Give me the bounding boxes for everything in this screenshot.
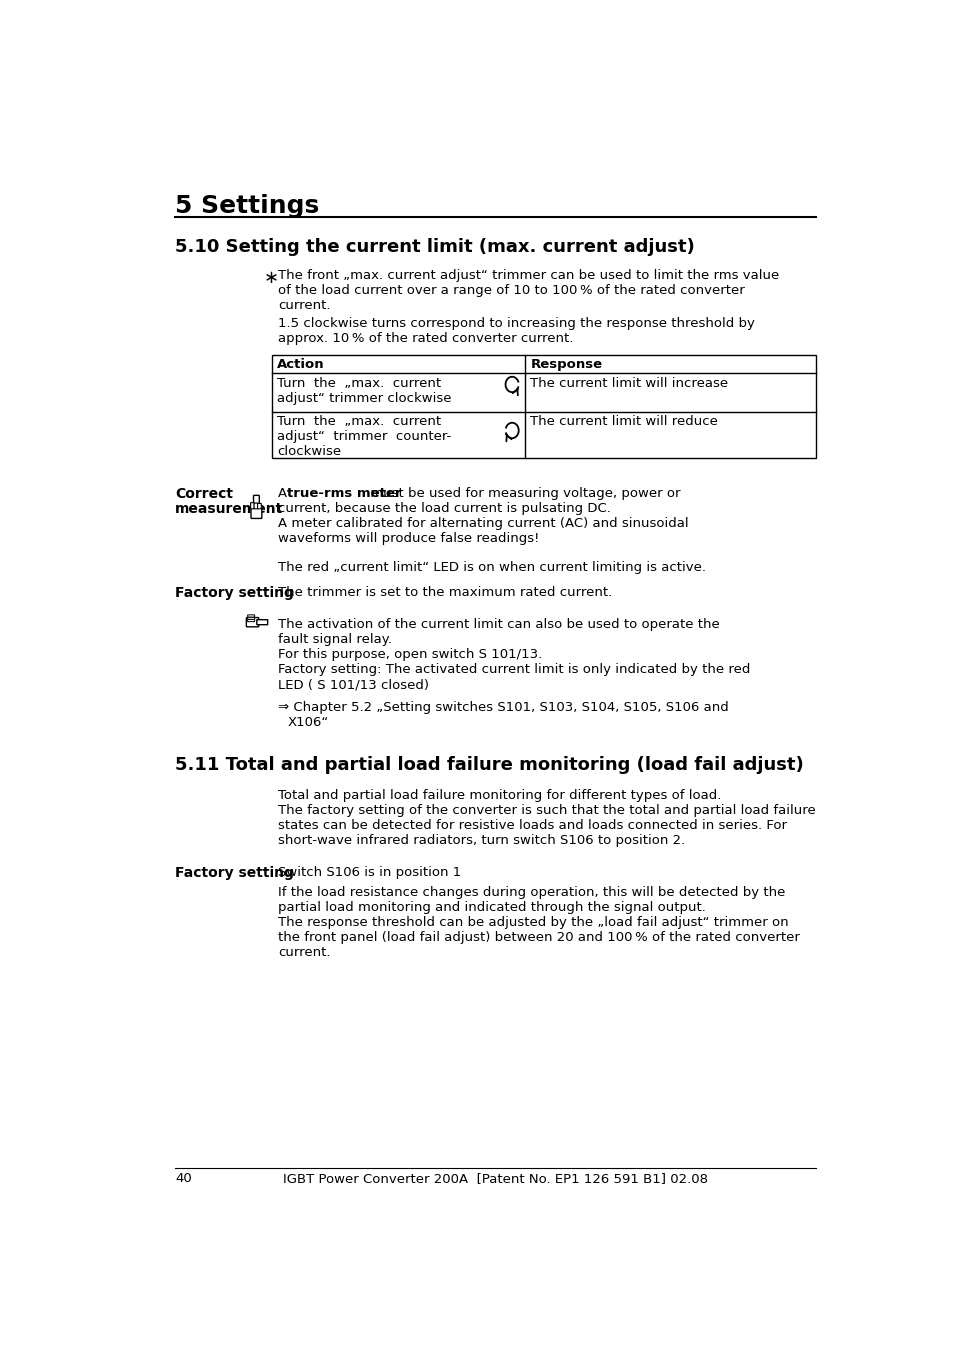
Text: IGBT Power Converter 200A  [Patent No. EP1 126 591 B1] 02.08: IGBT Power Converter 200A [Patent No. EP… bbox=[283, 1173, 707, 1185]
Text: of the load current over a range of 10 to 100 % of the rated converter: of the load current over a range of 10 t… bbox=[278, 284, 744, 297]
Text: ∗: ∗ bbox=[264, 269, 279, 288]
Text: short-wave infrared radiators, turn switch S106 to position 2.: short-wave infrared radiators, turn swit… bbox=[278, 834, 684, 847]
Text: 5.11 Total and partial load failure monitoring (load fail adjust): 5.11 Total and partial load failure moni… bbox=[174, 757, 803, 774]
Text: must be used for measuring voltage, power or: must be used for measuring voltage, powe… bbox=[366, 488, 679, 500]
Text: current.: current. bbox=[278, 299, 331, 312]
Text: The red „current limit“ LED is on when current limiting is active.: The red „current limit“ LED is on when c… bbox=[278, 562, 705, 574]
Text: waveforms will produce false readings!: waveforms will produce false readings! bbox=[278, 532, 539, 544]
Text: fault signal relay.: fault signal relay. bbox=[278, 634, 392, 646]
Text: Switch S106 is in position 1: Switch S106 is in position 1 bbox=[278, 866, 461, 878]
Text: A: A bbox=[278, 488, 292, 500]
Text: The factory setting of the converter is such that the total and partial load fai: The factory setting of the converter is … bbox=[278, 804, 815, 816]
FancyBboxPatch shape bbox=[257, 504, 261, 509]
Text: Turn  the  „max.  current: Turn the „max. current bbox=[277, 416, 441, 428]
Text: The front „max. current adjust“ trimmer can be used to limit the rms value: The front „max. current adjust“ trimmer … bbox=[278, 269, 779, 282]
FancyBboxPatch shape bbox=[248, 620, 254, 621]
FancyBboxPatch shape bbox=[251, 503, 254, 509]
Text: 5 Settings: 5 Settings bbox=[174, 193, 319, 218]
Text: X106“: X106“ bbox=[287, 716, 329, 730]
FancyBboxPatch shape bbox=[246, 617, 258, 627]
Text: partial load monitoring and indicated through the signal output.: partial load monitoring and indicated th… bbox=[278, 901, 705, 915]
Text: approx. 10 % of the rated converter current.: approx. 10 % of the rated converter curr… bbox=[278, 332, 573, 346]
Text: true-rms meter: true-rms meter bbox=[287, 488, 401, 500]
Text: 5.10 Setting the current limit (max. current adjust): 5.10 Setting the current limit (max. cur… bbox=[174, 238, 694, 257]
FancyBboxPatch shape bbox=[256, 620, 268, 624]
Text: A meter calibrated for alternating current (AC) and sinusoidal: A meter calibrated for alternating curre… bbox=[278, 517, 688, 530]
Text: Correct: Correct bbox=[174, 488, 233, 501]
FancyBboxPatch shape bbox=[253, 503, 257, 509]
FancyBboxPatch shape bbox=[253, 496, 259, 508]
Text: Response: Response bbox=[530, 358, 602, 372]
Text: The current limit will increase: The current limit will increase bbox=[530, 377, 728, 390]
Text: ⇒ Chapter 5.2 „Setting switches S101, S103, S104, S105, S106 and: ⇒ Chapter 5.2 „Setting switches S101, S1… bbox=[278, 701, 728, 715]
Text: The activation of the current limit can also be used to operate the: The activation of the current limit can … bbox=[278, 619, 720, 631]
Text: clockwise: clockwise bbox=[277, 446, 341, 458]
Text: Total and partial load failure monitoring for different types of load.: Total and partial load failure monitorin… bbox=[278, 789, 720, 801]
Text: states can be detected for resistive loads and loads connected in series. For: states can be detected for resistive loa… bbox=[278, 819, 786, 832]
FancyBboxPatch shape bbox=[248, 617, 254, 619]
Text: Factory setting: Factory setting bbox=[174, 586, 294, 600]
Text: 1.5 clockwise turns correspond to increasing the response threshold by: 1.5 clockwise turns correspond to increa… bbox=[278, 317, 754, 330]
Bar bbox=[272, 355, 815, 458]
Text: For this purpose, open switch S 101/13.: For this purpose, open switch S 101/13. bbox=[278, 648, 542, 662]
Text: Factory setting: The activated current limit is only indicated by the red: Factory setting: The activated current l… bbox=[278, 663, 750, 677]
Text: adjust“  trimmer  counter-: adjust“ trimmer counter- bbox=[277, 431, 451, 443]
Text: The trimmer is set to the maximum rated current.: The trimmer is set to the maximum rated … bbox=[278, 586, 612, 598]
Text: The response threshold can be adjusted by the „load fail adjust“ trimmer on: The response threshold can be adjusted b… bbox=[278, 916, 788, 929]
Text: current.: current. bbox=[278, 946, 331, 959]
Text: 40: 40 bbox=[174, 1173, 192, 1185]
Text: Factory setting: Factory setting bbox=[174, 866, 294, 880]
Text: measurement: measurement bbox=[174, 503, 283, 516]
Text: Action: Action bbox=[277, 358, 325, 372]
FancyBboxPatch shape bbox=[251, 507, 261, 519]
Text: The current limit will reduce: The current limit will reduce bbox=[530, 416, 718, 428]
Text: the front panel (load fail adjust) between 20 and 100 % of the rated converter: the front panel (load fail adjust) betwe… bbox=[278, 931, 800, 944]
Text: Turn  the  „max.  current: Turn the „max. current bbox=[277, 377, 441, 390]
Text: current, because the load current is pulsating DC.: current, because the load current is pul… bbox=[278, 503, 610, 515]
FancyBboxPatch shape bbox=[248, 615, 254, 617]
Text: If the load resistance changes during operation, this will be detected by the: If the load resistance changes during op… bbox=[278, 886, 784, 900]
Text: LED ( S 101/13 closed): LED ( S 101/13 closed) bbox=[278, 678, 429, 692]
Text: adjust“ trimmer clockwise: adjust“ trimmer clockwise bbox=[277, 392, 452, 405]
